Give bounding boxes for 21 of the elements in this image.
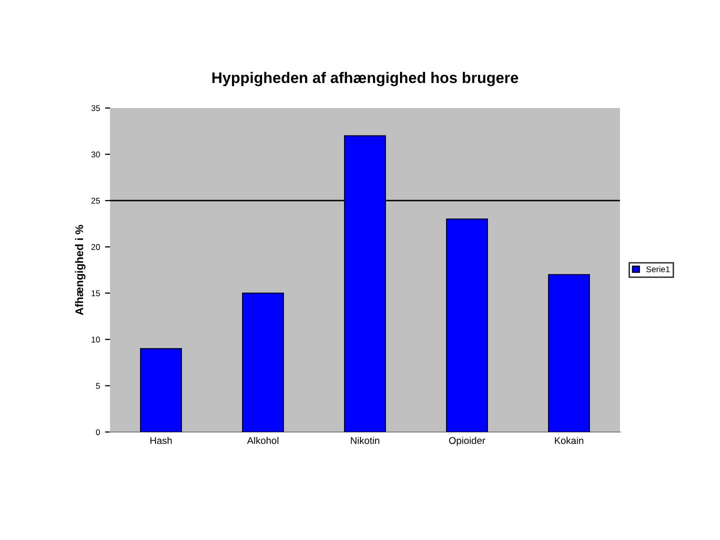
bar: [242, 292, 284, 432]
y-tick-label: 30: [91, 151, 100, 158]
y-tick-label: 20: [91, 244, 100, 250]
x-tick-label: Nikotin: [350, 436, 380, 444]
y-tick-label: 10: [92, 336, 100, 343]
bar: [344, 135, 386, 432]
y-tick-label: 25: [91, 198, 100, 204]
chart-title: Hyppigheden af afhængighed hos brugere: [212, 72, 518, 86]
y-tick-label: 35: [91, 105, 100, 112]
bar: [140, 348, 182, 432]
y-axis-title: Afhængighed i %: [75, 224, 86, 316]
y-tick-label: 0: [96, 429, 100, 436]
legend-label: Serie1: [646, 266, 670, 272]
bar: [548, 274, 590, 432]
y-tick-label: 15: [92, 290, 100, 296]
bar: [446, 218, 488, 432]
x-tick-label: Opioider: [449, 436, 486, 446]
x-tick-label: Alkohol: [247, 436, 278, 444]
x-tick-label: Hash: [150, 436, 172, 444]
y-tick-label: 5: [96, 383, 100, 389]
x-tick-label: Kokain: [554, 436, 584, 444]
